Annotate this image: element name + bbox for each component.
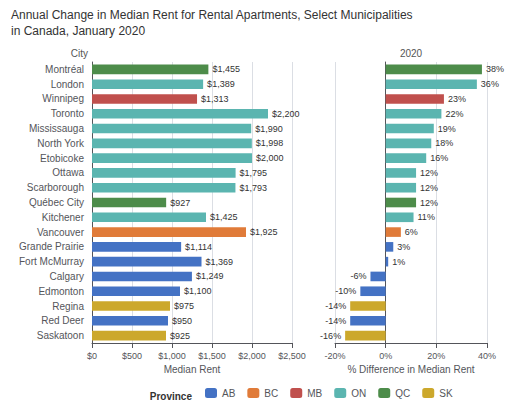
svg-text:$1,425: $1,425 xyxy=(210,212,238,222)
svg-text:Edmonton: Edmonton xyxy=(38,286,84,297)
svg-text:-14%: -14% xyxy=(325,316,346,326)
svg-text:Median Rent: Median Rent xyxy=(164,364,221,375)
svg-text:Regina: Regina xyxy=(52,301,84,312)
svg-text:16%: 16% xyxy=(430,153,448,163)
svg-text:$0: $0 xyxy=(87,351,97,361)
svg-text:$1,100: $1,100 xyxy=(184,286,212,296)
svg-text:Saskatoon: Saskatoon xyxy=(37,330,84,341)
svg-text:20%: 20% xyxy=(427,351,445,361)
svg-text:3%: 3% xyxy=(397,242,410,252)
svg-text:% Difference in Median Rent: % Difference in Median Rent xyxy=(347,364,474,375)
svg-text:12%: 12% xyxy=(420,183,438,193)
svg-text:0%: 0% xyxy=(379,351,392,361)
svg-text:22%: 22% xyxy=(445,109,463,119)
svg-text:Winnipeg: Winnipeg xyxy=(42,93,84,104)
svg-text:Annual Change in Median Rent f: Annual Change in Median Rent for Rental … xyxy=(11,8,413,22)
svg-text:$1,795: $1,795 xyxy=(240,168,268,178)
svg-text:12%: 12% xyxy=(420,198,438,208)
svg-text:40%: 40% xyxy=(478,351,496,361)
svg-text:$1,389: $1,389 xyxy=(207,79,235,89)
svg-text:$1,990: $1,990 xyxy=(255,124,283,134)
svg-text:BC: BC xyxy=(264,388,278,399)
svg-text:Province: Province xyxy=(150,391,193,402)
svg-text:$1,998: $1,998 xyxy=(256,138,284,148)
svg-text:Calgary: Calgary xyxy=(50,271,84,282)
svg-text:$1,793: $1,793 xyxy=(239,183,267,193)
svg-text:Ottawa: Ottawa xyxy=(52,167,84,178)
svg-text:MB: MB xyxy=(307,388,322,399)
svg-text:$975: $975 xyxy=(174,301,194,311)
svg-text:SK: SK xyxy=(439,388,453,399)
svg-text:12%: 12% xyxy=(420,168,438,178)
svg-text:Québec City: Québec City xyxy=(29,197,84,208)
svg-text:38%: 38% xyxy=(486,64,504,74)
svg-text:$1,500: $1,500 xyxy=(198,351,226,361)
svg-text:Kitchener: Kitchener xyxy=(42,212,85,223)
svg-text:19%: 19% xyxy=(438,124,456,134)
svg-text:-16%: -16% xyxy=(320,331,341,341)
svg-text:23%: 23% xyxy=(448,94,466,104)
svg-text:$1,369: $1,369 xyxy=(206,257,234,267)
svg-text:$1,313: $1,313 xyxy=(201,94,229,104)
svg-text:$950: $950 xyxy=(172,316,192,326)
svg-text:London: London xyxy=(51,79,84,90)
svg-text:$2,000: $2,000 xyxy=(238,351,266,361)
svg-text:$1,925: $1,925 xyxy=(250,227,278,237)
svg-text:$2,500: $2,500 xyxy=(278,351,306,361)
svg-text:$500: $500 xyxy=(122,351,142,361)
svg-text:Montréal: Montréal xyxy=(45,64,84,75)
svg-text:36%: 36% xyxy=(481,79,499,89)
svg-text:-10%: -10% xyxy=(335,286,356,296)
svg-text:-14%: -14% xyxy=(325,301,346,311)
svg-text:City: City xyxy=(71,48,88,59)
svg-text:$2,200: $2,200 xyxy=(272,109,300,119)
svg-text:QC: QC xyxy=(395,388,410,399)
svg-text:ON: ON xyxy=(351,388,366,399)
svg-text:$1,249: $1,249 xyxy=(196,271,224,281)
svg-text:$927: $927 xyxy=(170,198,190,208)
svg-text:$1,000: $1,000 xyxy=(158,351,186,361)
svg-text:$1,114: $1,114 xyxy=(185,242,212,252)
svg-text:Scarborough: Scarborough xyxy=(27,182,84,193)
svg-text:in Canada, January 2020: in Canada, January 2020 xyxy=(11,24,145,38)
svg-text:Etobicoke: Etobicoke xyxy=(40,153,84,164)
svg-text:18%: 18% xyxy=(435,138,453,148)
svg-text:$925: $925 xyxy=(170,331,190,341)
svg-text:$2,000: $2,000 xyxy=(256,153,284,163)
svg-text:11%: 11% xyxy=(418,212,435,222)
svg-text:Mississauga: Mississauga xyxy=(29,123,84,134)
svg-text:-20%: -20% xyxy=(324,351,345,361)
svg-text:$1,455: $1,455 xyxy=(212,64,240,74)
svg-text:Red Deer: Red Deer xyxy=(41,315,84,326)
svg-text:Toronto: Toronto xyxy=(51,108,85,119)
svg-text:-6%: -6% xyxy=(350,271,366,281)
svg-text:AB: AB xyxy=(222,388,236,399)
svg-text:2020: 2020 xyxy=(400,48,423,59)
svg-text:6%: 6% xyxy=(405,227,418,237)
svg-text:Fort McMurray: Fort McMurray xyxy=(19,256,84,267)
svg-text:North York: North York xyxy=(37,138,85,149)
svg-text:Vancouver: Vancouver xyxy=(37,227,85,238)
svg-text:Grande Prairie: Grande Prairie xyxy=(19,241,84,252)
svg-text:1%: 1% xyxy=(392,257,405,267)
